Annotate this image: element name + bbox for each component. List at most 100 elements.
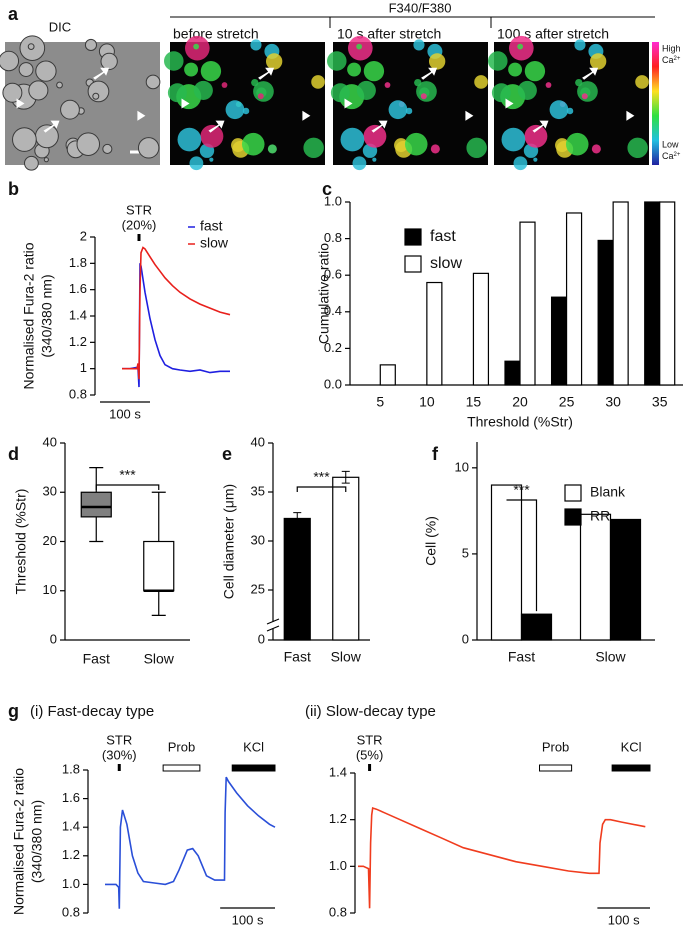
cell [200, 60, 222, 82]
y-axis-label: (340/380 nm) [39, 274, 55, 357]
axis-break [266, 618, 280, 625]
error-bar [341, 470, 350, 484]
whisker-low [89, 516, 104, 543]
y-axis-label: (340/380 nm) [29, 800, 45, 883]
cell [474, 75, 488, 89]
cell [413, 39, 425, 51]
whisker-low [151, 590, 166, 616]
cell [581, 93, 588, 100]
chart-title: (i) Fast-decay type [30, 703, 154, 720]
arrow [93, 67, 110, 80]
cell [12, 127, 37, 152]
y-tick-label: 5 [462, 545, 469, 560]
x-tick-label: Fast [284, 649, 311, 665]
x-tick-label: 35 [652, 394, 668, 410]
scale-bar-label: 100 s [232, 912, 264, 927]
y-tick-label: 0.0 [324, 376, 342, 391]
y-axis-label: Normalised Fura-2 ratio [21, 242, 37, 389]
cell [488, 51, 508, 71]
y-tick-label: 0.8 [329, 904, 347, 919]
y-tick-label: 30 [43, 484, 57, 499]
y-tick-label: 35 [251, 483, 265, 498]
y-tick-label: 1 [80, 360, 87, 375]
cell [627, 137, 648, 159]
y-axis-label: Normalised Fura-2 ratio [11, 768, 27, 915]
cell [56, 81, 63, 89]
x-tick-label: 25 [559, 394, 575, 410]
cell [265, 53, 283, 70]
y-tick-label: 40 [43, 434, 57, 449]
cell [253, 81, 274, 102]
y-tick-label: 1.6 [62, 790, 80, 805]
cell [420, 93, 427, 100]
colorbar-ion: Ca2+ [662, 55, 681, 65]
cell [491, 83, 511, 103]
y-tick-label: 1.8 [69, 255, 87, 270]
cell [327, 51, 347, 71]
arrow [302, 110, 311, 121]
cell [347, 62, 362, 77]
period-label: Prob [168, 739, 195, 754]
arrow [137, 110, 146, 121]
cell [167, 83, 187, 103]
bar [644, 201, 661, 386]
stimulus-label: STR [357, 732, 383, 747]
axis-break [266, 625, 280, 632]
cell [221, 82, 228, 88]
scale-bar-label: 100 s [608, 912, 640, 927]
cell [363, 60, 385, 82]
colorbar [652, 42, 659, 165]
stimulus-detail: (20%) [122, 217, 157, 232]
box [143, 540, 175, 592]
significance-bracket [506, 499, 538, 612]
cell [257, 93, 264, 100]
legend-label: RR [590, 508, 610, 524]
y-tick-label: 10 [455, 459, 469, 474]
image-title: before stretch [173, 26, 259, 42]
cell [635, 75, 649, 89]
x-tick-label: 5 [376, 394, 384, 410]
arrow [16, 98, 25, 109]
cell [24, 155, 39, 171]
chart-title: (ii) Slow-decay type [305, 703, 436, 720]
cell [524, 124, 548, 148]
bar [550, 296, 568, 386]
cell [18, 62, 34, 77]
cell [303, 137, 324, 159]
cell [184, 62, 199, 77]
cell [524, 60, 546, 82]
period-bar [611, 764, 651, 772]
cell [466, 137, 487, 159]
error-bar [293, 512, 302, 525]
y-tick-label: 40 [251, 434, 265, 449]
cell [549, 100, 569, 120]
bar [426, 281, 443, 386]
bar [520, 613, 553, 641]
x-tick-label: Fast [83, 651, 110, 667]
cell [84, 38, 98, 52]
cell [591, 144, 601, 154]
cell [356, 43, 363, 50]
cell [566, 107, 574, 115]
cell [102, 143, 113, 154]
data-line [358, 806, 646, 909]
arrow [344, 98, 353, 109]
y-axis-label: Threshold (%Str) [13, 489, 29, 595]
cell [428, 53, 446, 70]
panel-label: g [8, 701, 19, 721]
period-label: KCl [621, 739, 642, 754]
legend-label: fast [430, 228, 456, 245]
y-axis-label: Cumulative ratio [316, 243, 332, 344]
cell [501, 127, 526, 152]
cell [388, 100, 408, 120]
group-title: F340/F380 [389, 0, 452, 15]
x-axis-label: Threshold (%Str) [467, 414, 573, 430]
cell [533, 157, 538, 162]
cell [565, 132, 589, 156]
cell [356, 80, 376, 100]
cell [193, 80, 213, 100]
bar [519, 221, 536, 386]
y-tick-label: 1.4 [62, 819, 80, 834]
cell [405, 107, 413, 115]
